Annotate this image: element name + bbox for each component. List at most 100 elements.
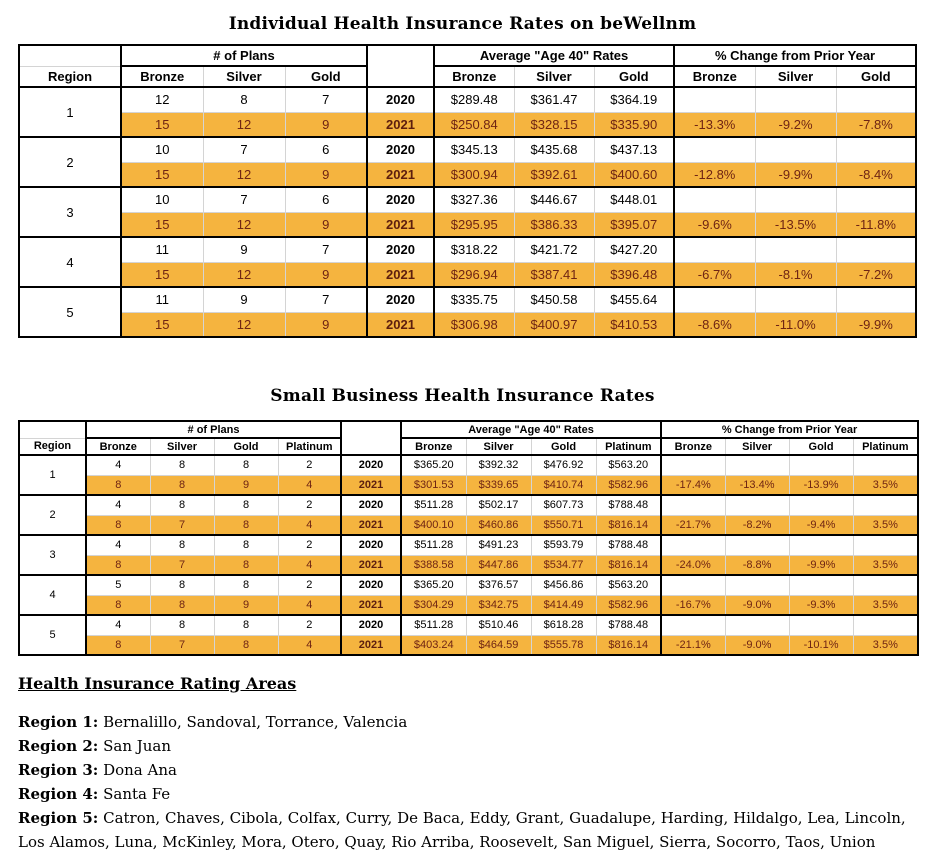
- plans-silver: 7: [202, 136, 286, 163]
- region-2-label: Region 2:: [18, 737, 99, 755]
- change-bronze: -12.8%: [673, 161, 756, 188]
- rate-bronze: $388.58: [400, 554, 467, 576]
- plans-platinum: 4: [277, 594, 342, 616]
- rate-platinum: $582.96: [595, 474, 662, 496]
- plans-bronze: 10: [120, 136, 204, 163]
- rate-platinum: $788.48: [595, 614, 662, 636]
- plans-silver: 9: [202, 286, 286, 313]
- change-bronze: [660, 534, 726, 556]
- change-gold: -11.8%: [835, 211, 917, 238]
- region-number: 2: [18, 494, 87, 536]
- plans-gold: 9: [284, 111, 368, 138]
- change-gold: -8.4%: [835, 161, 917, 188]
- rate-silver: $421.72: [513, 236, 595, 263]
- change-platinum: 3.5%: [852, 514, 919, 536]
- table-row: 3 4 8 8 2 2020 $511.28 $491.23 $593.79 $788.48: [18, 534, 919, 576]
- rate-gold: $618.28: [530, 614, 597, 636]
- corner-cell: [18, 44, 122, 67]
- rate-gold: $395.07: [593, 211, 675, 238]
- rate-silver: $392.61: [513, 161, 595, 188]
- change-gold: [835, 136, 917, 163]
- rating-area-region-3: Region 3: Dona Ana: [18, 758, 913, 782]
- rate-gold: $396.48: [593, 261, 675, 288]
- region-3-label: Region 3:: [18, 761, 99, 779]
- rate-platinum: $563.20: [595, 454, 662, 476]
- change-platinum: 3.5%: [852, 554, 919, 576]
- region-1-counties: Bernalillo, Sandoval, Torrance, Valencia: [103, 713, 408, 731]
- plans-silver: 12: [202, 161, 286, 188]
- plans-silver: 8: [149, 494, 215, 516]
- year-cell: 2021: [340, 634, 403, 656]
- plans-silver: 7: [202, 186, 286, 213]
- rate-gold: $335.90: [593, 111, 675, 138]
- rate-gold: $414.49: [530, 594, 597, 616]
- metal-header-bronze: Bronze: [85, 437, 151, 456]
- change-gold: -13.9%: [788, 474, 854, 496]
- metal-header-gold: Gold: [213, 437, 279, 456]
- rate-silver: $491.23: [465, 534, 532, 556]
- change-platinum: [852, 574, 919, 596]
- change-platinum: [852, 494, 919, 516]
- plans-gold: 9: [213, 594, 279, 616]
- region-number: 3: [18, 186, 122, 238]
- plans-bronze: 15: [120, 111, 204, 138]
- change-silver: -13.5%: [754, 211, 837, 238]
- plans-platinum: 4: [277, 554, 342, 576]
- plans-gold: 8: [213, 634, 279, 656]
- rate-gold: $400.60: [593, 161, 675, 188]
- rate-silver: $392.32: [465, 454, 532, 476]
- year-cell: 2021: [366, 261, 436, 288]
- rate-platinum: $788.48: [595, 494, 662, 516]
- rate-platinum: $816.14: [595, 514, 662, 536]
- rating-area-region-1: Region 1: Bernalillo, Sandoval, Torrance…: [18, 710, 913, 734]
- rate-gold: $607.73: [530, 494, 597, 516]
- small-business-rates-table: # of Plans Average "Age 40" Rates% Change…: [18, 420, 920, 656]
- table-row: 2 10 7 6 2020 $345.13 $435.68 $437.13: [18, 136, 917, 188]
- rating-areas-heading: Health Insurance Rating Areas: [18, 674, 297, 693]
- rates-group-header: Average "Age 40" Rates: [433, 44, 675, 67]
- change-bronze: [673, 236, 756, 263]
- rate-silver: $464.59: [465, 634, 532, 656]
- change-bronze: -6.7%: [673, 261, 756, 288]
- table-row: 3 10 7 6 2020 $327.36 $446.67 $448.01: [18, 186, 917, 238]
- rate-silver: $387.41: [513, 261, 595, 288]
- change-bronze: -21.1%: [660, 634, 726, 656]
- plans-bronze: 11: [120, 236, 204, 263]
- plans-gold: 9: [284, 311, 368, 338]
- rate-silver: $361.47: [513, 86, 595, 113]
- change-silver: [754, 86, 837, 113]
- rate-bronze: $301.53: [400, 474, 467, 496]
- plans-silver: 12: [202, 111, 286, 138]
- plans-platinum: 2: [277, 614, 342, 636]
- change-silver: [724, 574, 790, 596]
- year-cell: 2020: [366, 136, 436, 163]
- rate-silver: $435.68: [513, 136, 595, 163]
- change-bronze: [673, 86, 756, 113]
- rate-bronze: $511.28: [400, 494, 467, 516]
- plans-bronze: 10: [120, 186, 204, 213]
- plans-gold: 7: [284, 286, 368, 313]
- plans-gold: 9: [284, 211, 368, 238]
- year-cell: 2021: [340, 554, 403, 576]
- region-column-header: Region: [18, 65, 122, 88]
- metal-header-gold: Gold: [530, 437, 597, 456]
- rates-group-header: Average "Age 40" Rates: [400, 420, 662, 439]
- rate-platinum: $563.20: [595, 574, 662, 596]
- plans-bronze: 4: [85, 614, 151, 636]
- rate-gold: $593.79: [530, 534, 597, 556]
- plans-silver: 7: [149, 514, 215, 536]
- table-row: 5 11 9 7 2020 $335.75 $450.58 $455.64: [18, 286, 917, 338]
- metal-header-silver: Silver: [754, 65, 837, 88]
- table-row: 15 12 9 2021 $306.98 $400.97 $410.53 -8.6% -11.0…: [19, 311, 917, 338]
- rating-area-region-2: Region 2: San Juan: [18, 734, 913, 758]
- rate-bronze: $511.28: [400, 534, 467, 556]
- change-gold: -10.1%: [788, 634, 854, 656]
- plans-silver: 7: [149, 554, 215, 576]
- plans-silver: 9: [202, 236, 286, 263]
- year-cell: 2020: [340, 534, 403, 556]
- year-cell: 2021: [340, 594, 403, 616]
- plans-gold: 6: [284, 136, 368, 163]
- plans-gold: 7: [284, 236, 368, 263]
- change-gold: [835, 236, 917, 263]
- metal-header-gold: Gold: [284, 65, 368, 88]
